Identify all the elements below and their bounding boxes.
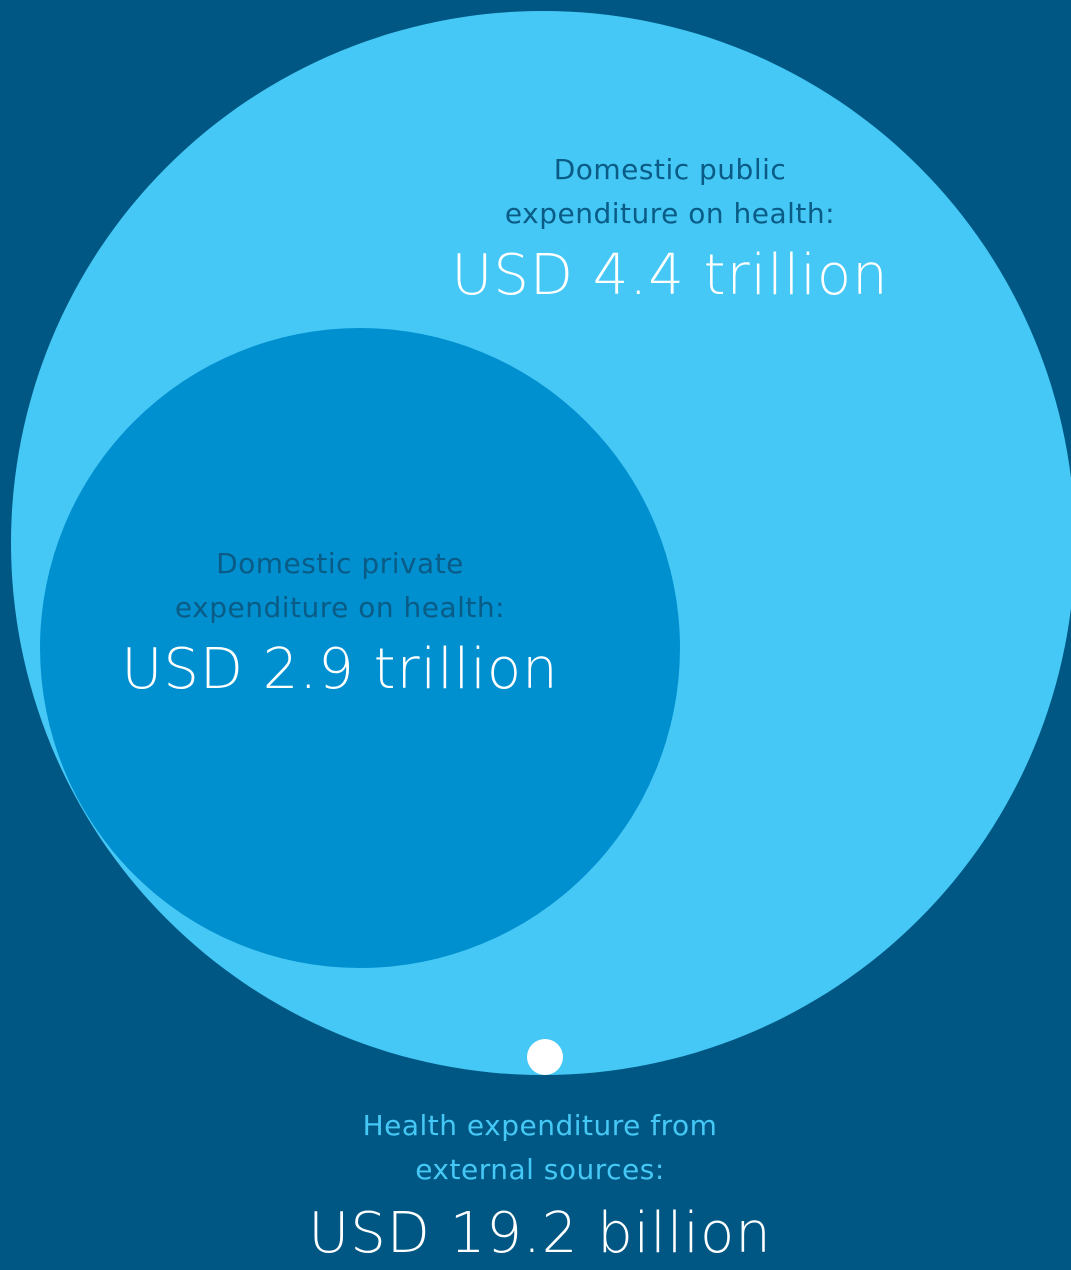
bubble-private (40, 328, 680, 968)
label-public: Domestic public expenditure on health: U… (440, 148, 900, 308)
amount-private: USD 2.9 trillion (121, 637, 559, 702)
amount-public: USD 4.4 trillion (451, 243, 889, 308)
label-external: Health expenditure from external sources… (240, 1104, 840, 1266)
label-private-line2: expenditure on health: (174, 591, 506, 624)
bubble-external (527, 1039, 563, 1075)
amount-external: USD 19.2 billion (308, 1201, 772, 1266)
label-private: Domestic private expenditure on health: … (100, 542, 580, 702)
label-private-line1: Domestic private (216, 547, 464, 580)
label-external-line2: external sources: (415, 1153, 665, 1186)
label-public-line1: Domestic public (553, 153, 787, 186)
label-external-line1: Health expenditure from (362, 1109, 718, 1142)
label-public-line2: expenditure on health: (504, 197, 836, 230)
